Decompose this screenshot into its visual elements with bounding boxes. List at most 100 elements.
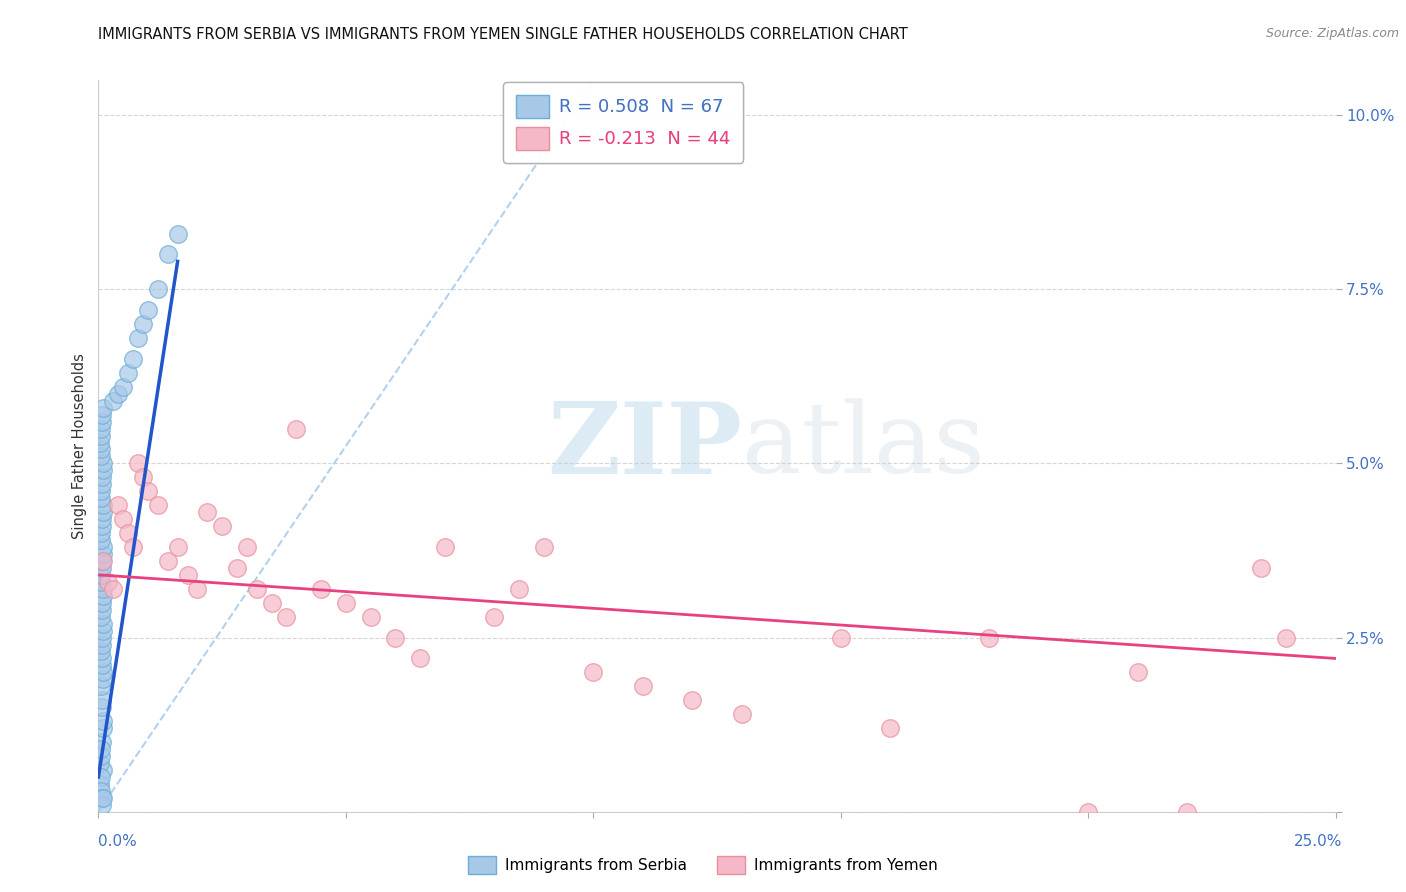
- Point: [90, 415, 112, 429]
- Point: [90, 450, 112, 464]
- Point: [93, 714, 115, 728]
- Point: [91, 401, 114, 415]
- Point: [136, 303, 159, 318]
- Point: [90, 561, 112, 575]
- Point: [146, 282, 169, 296]
- Point: [91, 589, 114, 603]
- Point: [631, 679, 654, 693]
- Point: [1077, 805, 1099, 819]
- Text: atlas: atlas: [742, 398, 984, 494]
- Point: [166, 540, 188, 554]
- Point: [93, 457, 115, 471]
- Point: [127, 331, 149, 345]
- Point: [166, 227, 188, 241]
- Point: [1275, 631, 1298, 645]
- Legend: Immigrants from Serbia, Immigrants from Yemen: Immigrants from Serbia, Immigrants from …: [463, 850, 943, 880]
- Point: [90, 421, 112, 435]
- Point: [91, 505, 114, 519]
- Point: [90, 491, 112, 506]
- Text: IMMIGRANTS FROM SERBIA VS IMMIGRANTS FROM YEMEN SINGLE FATHER HOUSEHOLDS CORRELA: IMMIGRANTS FROM SERBIA VS IMMIGRANTS FRO…: [98, 27, 908, 42]
- Point: [90, 603, 112, 617]
- Point: [186, 582, 208, 596]
- Point: [1175, 805, 1198, 819]
- Point: [112, 512, 135, 526]
- Legend: R = 0.508  N = 67, R = -0.213  N = 44: R = 0.508 N = 67, R = -0.213 N = 44: [503, 82, 744, 162]
- Point: [90, 609, 112, 624]
- Point: [103, 582, 125, 596]
- Point: [285, 421, 308, 435]
- Point: [226, 561, 249, 575]
- Point: [681, 693, 703, 707]
- Text: ZIP: ZIP: [547, 398, 742, 494]
- Point: [484, 609, 506, 624]
- Point: [90, 567, 112, 582]
- Point: [112, 380, 135, 394]
- Point: [90, 428, 112, 442]
- Point: [90, 484, 112, 499]
- Point: [90, 533, 112, 547]
- Point: [360, 609, 382, 624]
- Point: [91, 596, 114, 610]
- Point: [879, 721, 901, 735]
- Point: [409, 651, 432, 665]
- Point: [93, 763, 115, 777]
- Point: [90, 693, 112, 707]
- Point: [533, 540, 555, 554]
- Point: [90, 784, 112, 798]
- Point: [91, 721, 114, 735]
- Point: [90, 770, 112, 784]
- Point: [90, 477, 112, 491]
- Point: [236, 540, 259, 554]
- Point: [830, 631, 852, 645]
- Point: [90, 749, 112, 764]
- Y-axis label: Single Father Households: Single Father Households: [72, 353, 87, 539]
- Point: [91, 631, 114, 645]
- Point: [195, 505, 218, 519]
- Point: [90, 638, 112, 652]
- Point: [93, 498, 115, 512]
- Point: [97, 574, 120, 589]
- Point: [91, 735, 114, 749]
- Point: [89, 777, 111, 791]
- Point: [91, 547, 114, 561]
- Point: [90, 790, 112, 805]
- Point: [93, 540, 115, 554]
- Point: [176, 567, 198, 582]
- Point: [93, 665, 115, 680]
- Point: [91, 408, 114, 422]
- Point: [335, 596, 357, 610]
- Point: [156, 247, 179, 261]
- Point: [1250, 561, 1272, 575]
- Point: [103, 393, 125, 408]
- Point: [91, 790, 114, 805]
- Point: [136, 484, 159, 499]
- Point: [132, 470, 155, 484]
- Point: [90, 644, 112, 658]
- Point: [731, 707, 754, 722]
- Point: [979, 631, 1001, 645]
- Point: [89, 756, 111, 770]
- Point: [132, 317, 155, 331]
- Point: [90, 442, 112, 457]
- Point: [117, 526, 139, 541]
- Point: [91, 673, 114, 687]
- Point: [384, 631, 406, 645]
- Point: [127, 457, 149, 471]
- Point: [508, 582, 530, 596]
- Point: [90, 519, 112, 533]
- Point: [433, 540, 456, 554]
- Point: [91, 651, 114, 665]
- Text: 0.0%: 0.0%: [98, 834, 138, 849]
- Point: [91, 512, 114, 526]
- Point: [156, 554, 179, 568]
- Point: [276, 609, 298, 624]
- Point: [117, 366, 139, 380]
- Point: [90, 679, 112, 693]
- Point: [107, 498, 129, 512]
- Point: [1126, 665, 1149, 680]
- Point: [309, 582, 332, 596]
- Point: [122, 540, 145, 554]
- Point: [146, 498, 169, 512]
- Point: [93, 582, 115, 596]
- Point: [260, 596, 283, 610]
